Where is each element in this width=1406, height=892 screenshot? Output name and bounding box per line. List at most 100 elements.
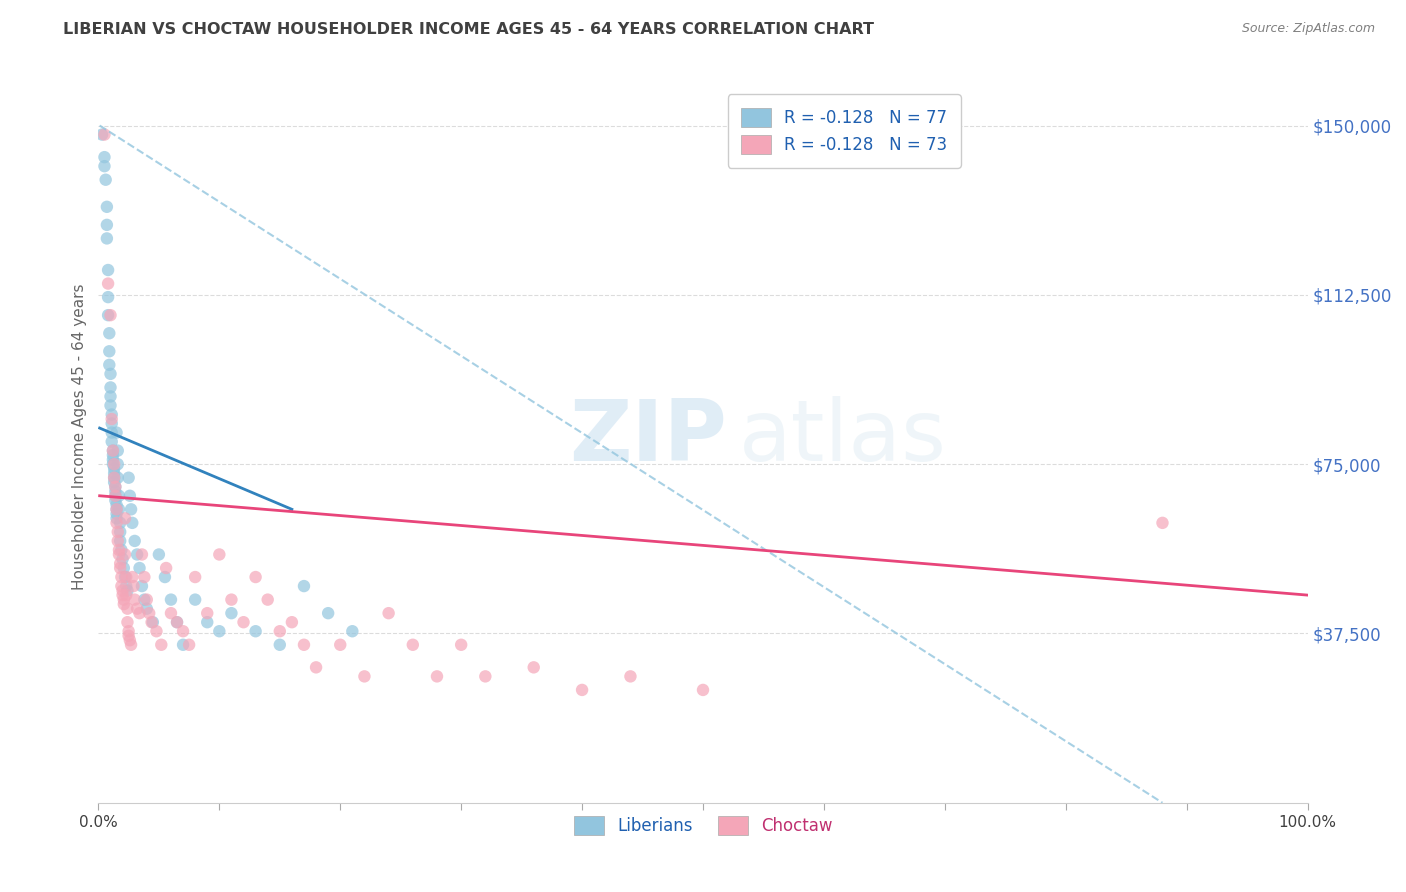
Point: [103, 475, 125, 490]
Point: [100, 399, 122, 413]
Point: [100, 380, 122, 394]
Point: [110, 543, 132, 558]
Point: [108, 561, 131, 575]
Point: [221, 606, 243, 620]
Point: [94, 172, 117, 186]
Point: [103, 457, 125, 471]
Point: [269, 624, 291, 639]
Point: [256, 592, 278, 607]
Point: [426, 669, 449, 683]
Point: [108, 516, 131, 530]
Point: [100, 308, 122, 322]
Point: [141, 615, 163, 630]
Point: [120, 502, 142, 516]
Point: [107, 533, 129, 548]
Point: [148, 548, 170, 562]
Point: [245, 570, 267, 584]
Point: [107, 457, 129, 471]
Point: [208, 624, 231, 639]
Point: [131, 579, 153, 593]
Point: [100, 412, 122, 426]
Point: [100, 367, 122, 381]
Point: [128, 606, 150, 620]
Point: [108, 543, 131, 558]
Point: [111, 588, 134, 602]
Point: [103, 471, 125, 485]
Point: [329, 638, 352, 652]
Point: [121, 570, 143, 584]
Point: [96, 231, 118, 245]
Point: [305, 660, 328, 674]
Point: [97, 277, 120, 291]
Point: [172, 624, 194, 639]
Point: [97, 263, 120, 277]
Point: [117, 601, 139, 615]
Point: [377, 606, 399, 620]
Point: [120, 638, 142, 652]
Point: [184, 592, 207, 607]
Point: [195, 615, 218, 630]
Point: [103, 461, 125, 475]
Point: [134, 592, 156, 607]
Point: [98, 326, 121, 341]
Point: [166, 615, 188, 630]
Point: [104, 484, 127, 499]
Point: [97, 308, 120, 322]
Point: [118, 633, 141, 648]
Point: [110, 570, 132, 584]
Point: [135, 601, 157, 615]
Point: [122, 579, 145, 593]
Point: [100, 389, 122, 403]
Point: [316, 606, 339, 620]
Point: [131, 548, 153, 562]
Point: [98, 344, 121, 359]
Point: [150, 638, 173, 652]
Point: [692, 682, 714, 697]
Point: [104, 493, 127, 508]
Point: [103, 471, 125, 485]
Point: [127, 601, 149, 615]
Point: [124, 592, 146, 607]
Text: atlas: atlas: [740, 395, 948, 479]
Point: [184, 570, 207, 584]
Point: [112, 592, 135, 607]
Point: [166, 615, 188, 630]
Point: [118, 489, 141, 503]
Point: [100, 425, 122, 440]
Point: [117, 583, 139, 598]
Text: LIBERIAN VS CHOCTAW HOUSEHOLDER INCOME AGES 45 - 64 YEARS CORRELATION CHART: LIBERIAN VS CHOCTAW HOUSEHOLDER INCOME A…: [63, 22, 875, 37]
Point: [96, 200, 118, 214]
Point: [115, 570, 138, 584]
Point: [111, 552, 134, 566]
Point: [450, 638, 472, 652]
Point: [145, 624, 167, 639]
Point: [112, 561, 135, 575]
Point: [100, 408, 122, 422]
Point: [112, 597, 135, 611]
Point: [269, 638, 291, 652]
Point: [124, 533, 146, 548]
Point: [135, 592, 157, 607]
Point: [402, 638, 425, 652]
Point: [101, 452, 124, 467]
Point: [98, 358, 121, 372]
Point: [114, 570, 136, 584]
Point: [179, 638, 201, 652]
Point: [292, 579, 315, 593]
Point: [101, 443, 124, 458]
Point: [114, 548, 136, 562]
Point: [105, 502, 128, 516]
Legend: Liberians, Choctaw: Liberians, Choctaw: [567, 809, 839, 842]
Point: [108, 489, 131, 503]
Point: [108, 557, 131, 571]
Point: [221, 592, 243, 607]
Point: [153, 570, 176, 584]
Point: [108, 548, 131, 562]
Point: [97, 290, 120, 304]
Point: [155, 561, 177, 575]
Point: [93, 150, 115, 164]
Point: [118, 624, 141, 639]
Point: [134, 570, 156, 584]
Point: [104, 480, 127, 494]
Point: [232, 615, 254, 630]
